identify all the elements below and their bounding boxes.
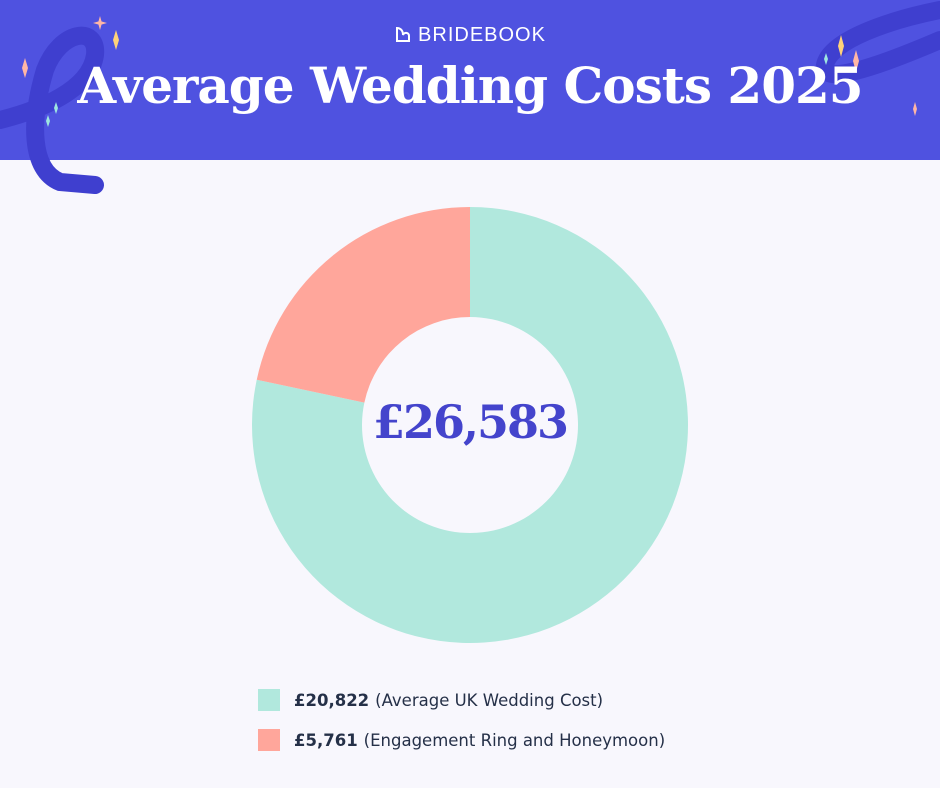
center-total-label: £26,583 <box>372 395 569 449</box>
legend-value: £20,822 <box>294 690 370 710</box>
legend-item: £5,761 (Engagement Ring and Honeymoon) <box>258 720 665 760</box>
legend-value: £5,761 <box>294 730 358 750</box>
brand-logo: BRIDEBOOK <box>0 24 940 47</box>
legend-swatch <box>258 729 280 751</box>
donut-chart <box>252 207 688 643</box>
heart-logo-icon <box>396 26 411 42</box>
legend-label: Average UK Wedding Cost <box>381 690 597 710</box>
donut-slice-1 <box>256 207 470 403</box>
sparkle-icons <box>22 16 917 127</box>
legend-swatch <box>258 689 280 711</box>
page-title: Average Wedding Costs 2025 <box>77 56 863 115</box>
legend-label: Engagement Ring and Honeymoon <box>370 730 659 750</box>
donut-slice-0 <box>252 207 688 643</box>
decorative-swirls <box>0 1 940 194</box>
header-banner <box>0 0 940 160</box>
legend: £20,822 (Average UK Wedding Cost) £5,761… <box>258 680 665 760</box>
legend-item: £20,822 (Average UK Wedding Cost) <box>258 680 665 720</box>
brand-name: BRIDEBOOK <box>418 24 546 46</box>
